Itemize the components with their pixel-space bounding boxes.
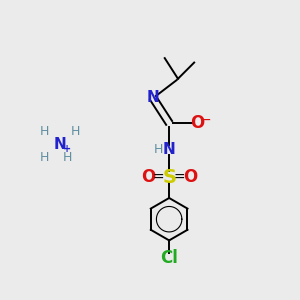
Text: H: H bbox=[40, 124, 50, 138]
Text: H: H bbox=[153, 143, 163, 156]
Text: =: = bbox=[153, 170, 164, 184]
Text: H: H bbox=[63, 151, 73, 164]
Text: O: O bbox=[141, 168, 155, 186]
Text: H: H bbox=[71, 124, 80, 138]
Text: =: = bbox=[174, 170, 186, 184]
Text: O: O bbox=[190, 114, 204, 132]
Text: O: O bbox=[183, 168, 197, 186]
Text: H: H bbox=[40, 151, 50, 164]
Text: +: + bbox=[63, 144, 71, 154]
Text: −: − bbox=[200, 112, 211, 126]
Text: N: N bbox=[54, 136, 67, 152]
Text: S: S bbox=[162, 168, 176, 187]
Text: N: N bbox=[163, 142, 175, 157]
Text: Cl: Cl bbox=[160, 249, 178, 267]
Text: N: N bbox=[147, 90, 159, 105]
